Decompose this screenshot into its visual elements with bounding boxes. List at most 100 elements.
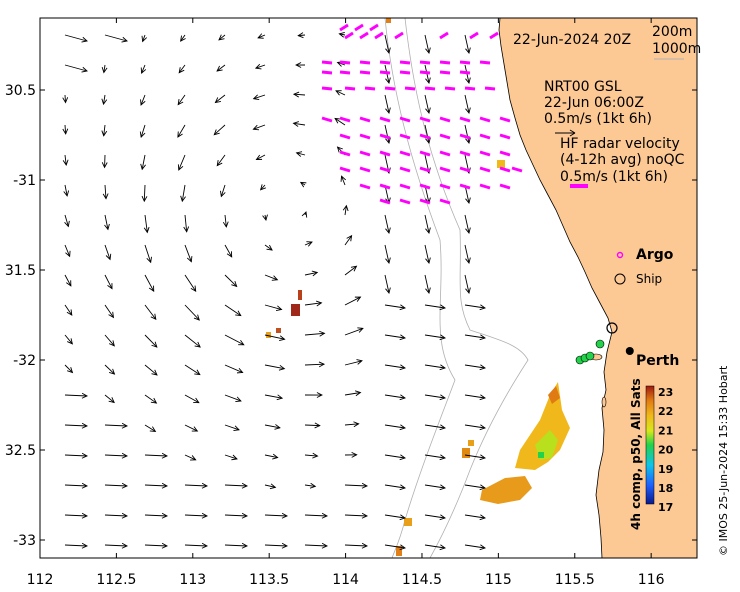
current-vector <box>424 424 446 429</box>
current-vector-head <box>190 455 197 461</box>
radar-vector <box>379 70 391 75</box>
current-vector-head <box>399 484 406 491</box>
ship-position-marker <box>606 322 618 334</box>
current-vector-head <box>399 334 406 341</box>
current-vector-head <box>66 280 72 287</box>
current-vector <box>384 394 406 399</box>
current-vector <box>264 364 285 370</box>
current-vector <box>224 424 240 431</box>
current-vector <box>104 424 128 427</box>
current-vector <box>384 214 390 234</box>
current-vector <box>103 94 106 105</box>
current-vector-head <box>141 195 148 203</box>
current-vector <box>424 454 446 459</box>
current-vector <box>384 424 406 429</box>
current-vector-head <box>321 512 329 519</box>
current-vector <box>142 34 146 42</box>
current-vector-head <box>306 241 313 247</box>
current-vector-head <box>241 512 249 519</box>
current-vector-head <box>479 514 486 521</box>
radar-vector <box>379 133 391 140</box>
radar-vector <box>499 133 511 140</box>
radar-vector <box>459 60 471 65</box>
current-vector <box>184 514 208 517</box>
current-vector-head <box>361 482 369 489</box>
current-vector <box>424 274 430 294</box>
current-vector <box>184 214 188 232</box>
current-vector <box>180 34 186 42</box>
colorbar-tick-label: 17 <box>658 501 673 514</box>
current-vector-head <box>201 512 209 519</box>
current-vector-head <box>439 484 446 491</box>
current-vector-head <box>62 97 69 104</box>
current-vector <box>64 34 88 42</box>
current-vector <box>304 484 316 487</box>
current-vector-head <box>385 287 391 294</box>
current-vector <box>304 454 318 457</box>
current-vector <box>304 514 328 517</box>
current-vector <box>464 304 486 309</box>
current-vector-head <box>479 424 486 431</box>
current-vector <box>184 334 201 348</box>
current-vector <box>304 363 325 366</box>
current-vector-head <box>121 422 129 429</box>
current-vector-head <box>465 107 471 114</box>
current-vector <box>224 274 237 287</box>
current-vector-head <box>439 334 446 341</box>
radar-vector <box>339 70 351 75</box>
current-vector <box>144 244 152 263</box>
colorbar-tick-labels: 23 22 21 20 19 18 17 <box>658 386 674 514</box>
x-tick-label: 115.5 <box>555 572 595 588</box>
radar-vector <box>339 133 351 140</box>
current-vector-head <box>465 137 471 144</box>
current-vector-head <box>295 62 302 68</box>
radar-vector <box>404 86 416 91</box>
current-vector <box>144 274 155 292</box>
current-vector-head <box>252 94 260 100</box>
x-tick-label: 113.5 <box>249 572 289 588</box>
current-vector-head <box>216 160 223 167</box>
current-vector-head <box>357 327 364 333</box>
radar-vector <box>339 150 351 157</box>
current-vector <box>260 184 266 191</box>
current-vector-head <box>178 67 185 74</box>
radar-vector <box>321 86 333 91</box>
current-vector <box>264 394 283 399</box>
x-tick-label: 113 <box>179 572 206 588</box>
current-vector-head <box>231 454 238 461</box>
current-vector-head <box>161 452 169 459</box>
current-vector <box>424 334 446 339</box>
current-vector <box>264 424 280 429</box>
current-vector <box>256 154 266 160</box>
current-vector <box>104 454 128 457</box>
current-vector <box>224 514 248 517</box>
current-vector <box>184 484 208 487</box>
current-vector <box>64 484 88 487</box>
current-vector <box>64 544 88 547</box>
current-vector-head <box>425 77 431 84</box>
current-vector-head <box>425 227 431 234</box>
model-legend-scale: 0.5m/s (1kt 6h) <box>544 111 652 127</box>
y-tick-label: 32.5 <box>5 443 36 459</box>
current-vector <box>104 274 113 289</box>
current-vector <box>184 274 197 292</box>
current-vector-head <box>439 394 446 401</box>
current-vector <box>384 304 406 309</box>
current-vector <box>177 94 186 105</box>
radar-vector <box>511 166 523 173</box>
current-vector <box>293 93 306 96</box>
current-vector <box>344 484 368 487</box>
current-vector <box>424 244 430 264</box>
radar-vector <box>359 183 371 190</box>
current-vector-head <box>272 453 279 460</box>
current-vector-head <box>220 190 226 198</box>
colorbar-tick-label: 22 <box>658 405 673 418</box>
radar-vector <box>479 150 491 157</box>
radar-vector <box>439 166 451 173</box>
current-vector <box>104 394 115 403</box>
current-vector-head <box>107 283 113 290</box>
current-vector-head <box>81 66 88 73</box>
radar-vector <box>419 60 431 65</box>
current-vector <box>464 364 486 369</box>
current-vector-head <box>236 367 244 374</box>
